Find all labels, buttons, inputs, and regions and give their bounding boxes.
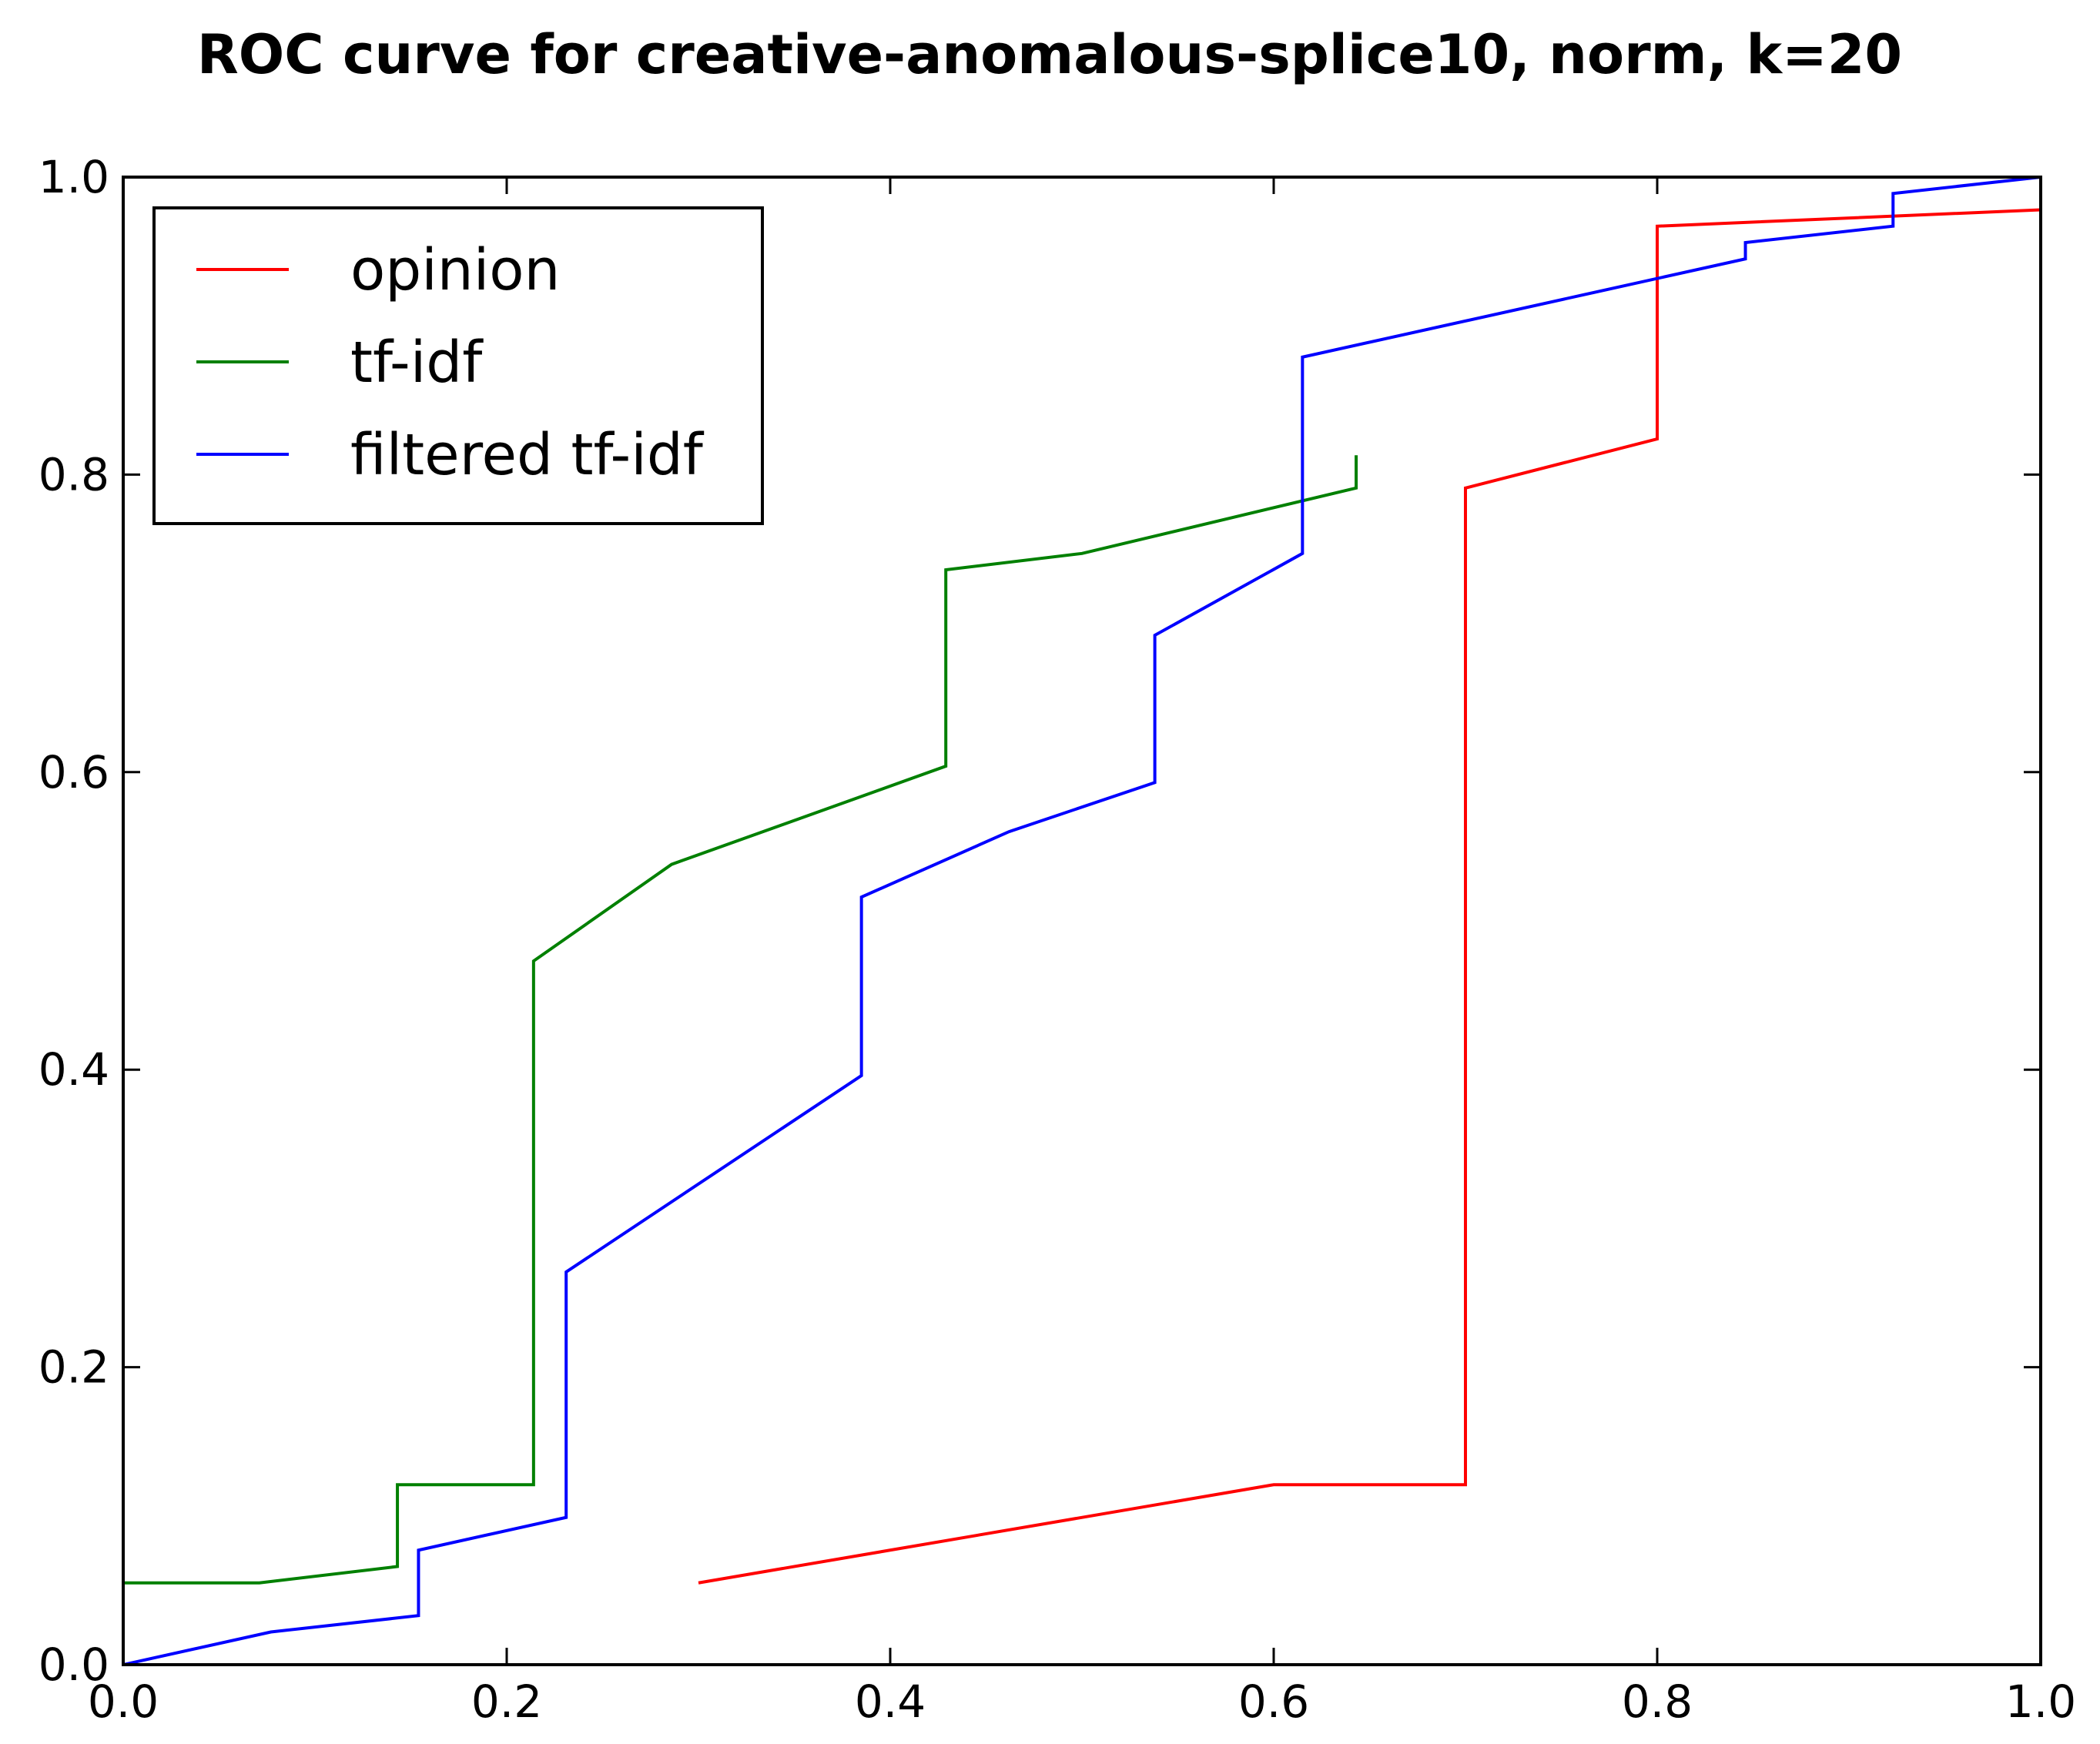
x-tick-label: 0.4 [855,1675,926,1728]
y-tick-label: 0.6 [39,746,109,798]
y-tick-label: 0.2 [39,1341,109,1394]
series-line-opinion [698,208,2041,1585]
chart-title: ROC curve for creative-anomalous-splice1… [197,23,1902,86]
legend-label: tf-idf [350,330,484,396]
x-tick-label: 0.8 [1622,1675,1693,1728]
series-line-filtered-tf-idf [123,177,2041,1665]
x-tick-label: 0.2 [471,1675,542,1728]
legend-label: opinion [350,237,560,303]
y-tick-label: 0.4 [39,1043,109,1096]
legend-label: filtered tf-idf [350,422,705,488]
y-tick-label: 0.0 [39,1639,109,1691]
y-tick-label: 1.0 [39,151,109,203]
y-tick-label: 0.8 [39,448,109,500]
x-tick-label: 0.6 [1238,1675,1309,1728]
plot-frame [122,176,2042,1666]
ticks-layer: 0.0 0.2 0.4 0.6 0.8 1.0 0.0 0.2 0.4 0.6 0.8 1.0 [39,151,2076,1728]
x-tick-label: 0.0 [88,1675,159,1728]
legend: opinion tf-idf filtered tf-idf [152,206,764,525]
x-tick-label: 1.0 [2005,1675,2076,1728]
legend-box [152,206,764,525]
series-layer [123,177,2041,1665]
series-line-tf-idf [123,455,1358,1585]
